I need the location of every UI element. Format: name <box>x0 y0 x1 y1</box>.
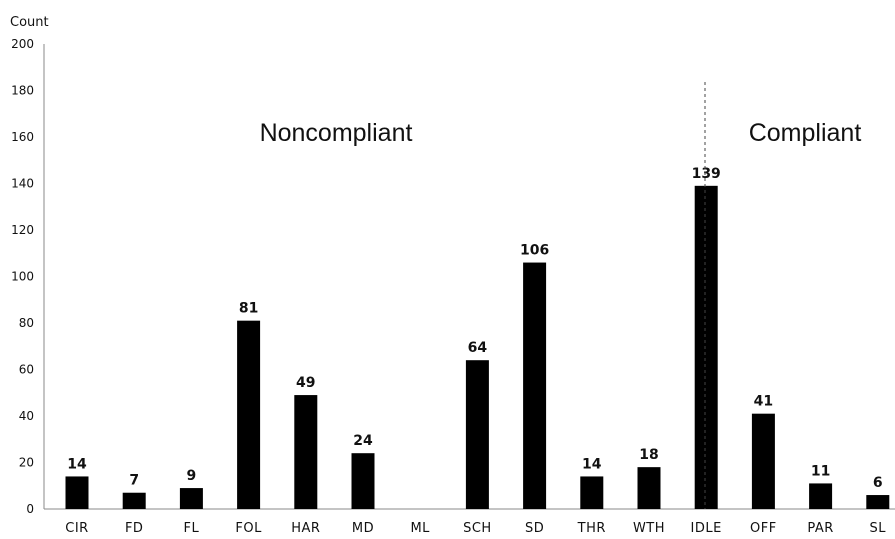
bar <box>65 476 89 509</box>
data-label: 9 <box>187 468 197 484</box>
x-tick-label: THR <box>577 521 606 536</box>
x-tick-label: FL <box>184 521 200 536</box>
x-tick-label: SD <box>525 521 544 536</box>
bar <box>122 492 146 509</box>
y-tick-label: 200 <box>11 37 34 51</box>
bar <box>637 467 661 509</box>
y-tick-label: 0 <box>26 502 34 516</box>
y-tick-label: 120 <box>11 223 34 237</box>
y-tick-label: 60 <box>19 363 34 377</box>
x-tick-label: FD <box>125 521 144 536</box>
data-label: 106 <box>520 243 549 259</box>
x-tick-label: PAR <box>807 521 833 536</box>
data-label: 14 <box>67 456 87 472</box>
bar <box>465 360 489 509</box>
x-tick-label: SCH <box>463 521 492 536</box>
bar <box>523 262 547 509</box>
x-tick-label: HAR <box>291 521 320 536</box>
group-label-compliant: Compliant <box>749 119 862 147</box>
y-tick-label: 20 <box>19 456 34 470</box>
group-label-noncompliant: Noncompliant <box>260 119 413 147</box>
data-label: 7 <box>129 473 139 489</box>
y-tick-label: 100 <box>11 270 34 284</box>
data-label: 11 <box>811 463 830 479</box>
bar <box>179 488 203 509</box>
data-label: 139 <box>692 166 721 182</box>
x-tick-label: OFF <box>750 521 777 536</box>
data-label: 18 <box>639 447 658 463</box>
y-tick-label: 40 <box>19 409 34 423</box>
y-tick-label: 80 <box>19 316 34 330</box>
data-label: 6 <box>873 475 883 491</box>
x-tick-label: FOL <box>235 521 262 536</box>
y-axis-label: Count <box>10 15 49 30</box>
bar <box>694 185 718 509</box>
bar <box>809 483 833 509</box>
y-tick-label: 180 <box>11 84 34 98</box>
data-label: 24 <box>353 433 373 449</box>
bar <box>237 320 261 509</box>
bar <box>294 395 318 509</box>
x-tick-label: WTH <box>633 521 665 536</box>
bar <box>866 495 890 509</box>
bar <box>751 413 775 509</box>
x-tick-label: ML <box>410 521 430 536</box>
bar <box>580 476 604 509</box>
data-label: 14 <box>582 456 602 472</box>
bar <box>351 453 375 509</box>
x-tick-label: IDLE <box>691 521 722 536</box>
data-label: 81 <box>239 301 258 317</box>
data-label: 41 <box>754 394 773 410</box>
y-tick-label: 140 <box>11 177 34 191</box>
y-tick-label: 160 <box>11 130 34 144</box>
x-tick-label: SL <box>870 521 887 536</box>
x-tick-label: MD <box>352 521 374 536</box>
x-tick-label: CIR <box>65 521 88 536</box>
data-label: 49 <box>296 375 315 391</box>
data-label: 64 <box>468 340 488 356</box>
